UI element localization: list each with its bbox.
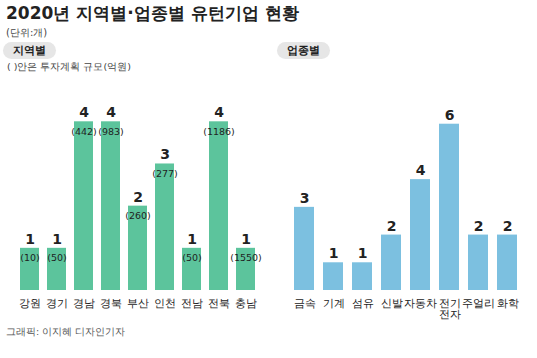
svg-text:(277): (277) [152,168,178,179]
svg-text:1: 1 [329,245,339,261]
svg-text:화학: 화학 [497,297,519,310]
svg-text:경북: 경북 [100,297,122,310]
html-text:2020년 지역별·업종별 유턴기업 현황: 2020년 지역별·업종별 유턴기업 현황 [6,3,299,23]
svg-text:2: 2 [133,189,143,205]
svg-text:2: 2 [503,218,513,234]
svg-text:(442): (442) [71,126,97,137]
svg-text:(10): (10) [20,252,40,263]
svg-text:1: 1 [25,231,35,247]
svg-text:섬유: 섬유 [352,297,374,310]
svg-text:2: 2 [387,218,397,234]
svg-text:기계: 기계 [323,297,345,310]
svg-text:(260): (260) [125,210,151,221]
svg-text:1: 1 [52,231,62,247]
svg-text:2: 2 [474,218,484,234]
svg-text:1: 1 [187,231,197,247]
html-text:(단위:개): (단위:개) [6,27,48,38]
svg-text:전기전자: 전기전자 [439,297,461,321]
svg-text:충남: 충남 [235,297,257,310]
svg-text:(983): (983) [98,126,124,137]
svg-text:(1550): (1550) [230,252,262,263]
svg-text:신발: 신발 [381,297,403,310]
svg-text:3: 3 [300,190,310,206]
svg-text:1: 1 [241,231,251,247]
svg-text:강원: 강원 [19,297,41,310]
svg-text:1: 1 [358,245,368,261]
svg-text:4: 4 [106,104,116,120]
svg-text:금속: 금속 [294,297,316,310]
svg-text:주얼리: 주얼리 [462,297,495,310]
html-text:( )안은 투자계획 규모(억원): ( )안은 투자계획 규모(억원) [7,61,131,72]
svg-text:경기: 경기 [46,297,68,310]
svg-text:전북: 전북 [208,297,230,310]
svg-text:경남: 경남 [73,297,95,310]
svg-text:4: 4 [416,162,426,178]
svg-text:자동차: 자동차 [404,297,437,310]
svg-text:(50): (50) [47,252,67,263]
html-text:지역별: 지역별 [13,43,46,57]
svg-text:전남: 전남 [181,297,203,310]
svg-text:(1186): (1186) [203,126,235,137]
html-text:그래픽: 이지혜 디자인기자: 그래픽: 이지혜 디자인기자 [6,326,126,337]
svg-text:4: 4 [214,104,224,120]
svg-text:인천: 인천 [154,297,176,310]
svg-text:부산: 부산 [127,297,149,310]
svg-text:4: 4 [79,104,89,120]
svg-text:6: 6 [445,107,455,123]
svg-text:(50): (50) [182,252,202,263]
html-text:업종별: 업종별 [287,43,320,57]
svg-text:3: 3 [160,146,170,162]
